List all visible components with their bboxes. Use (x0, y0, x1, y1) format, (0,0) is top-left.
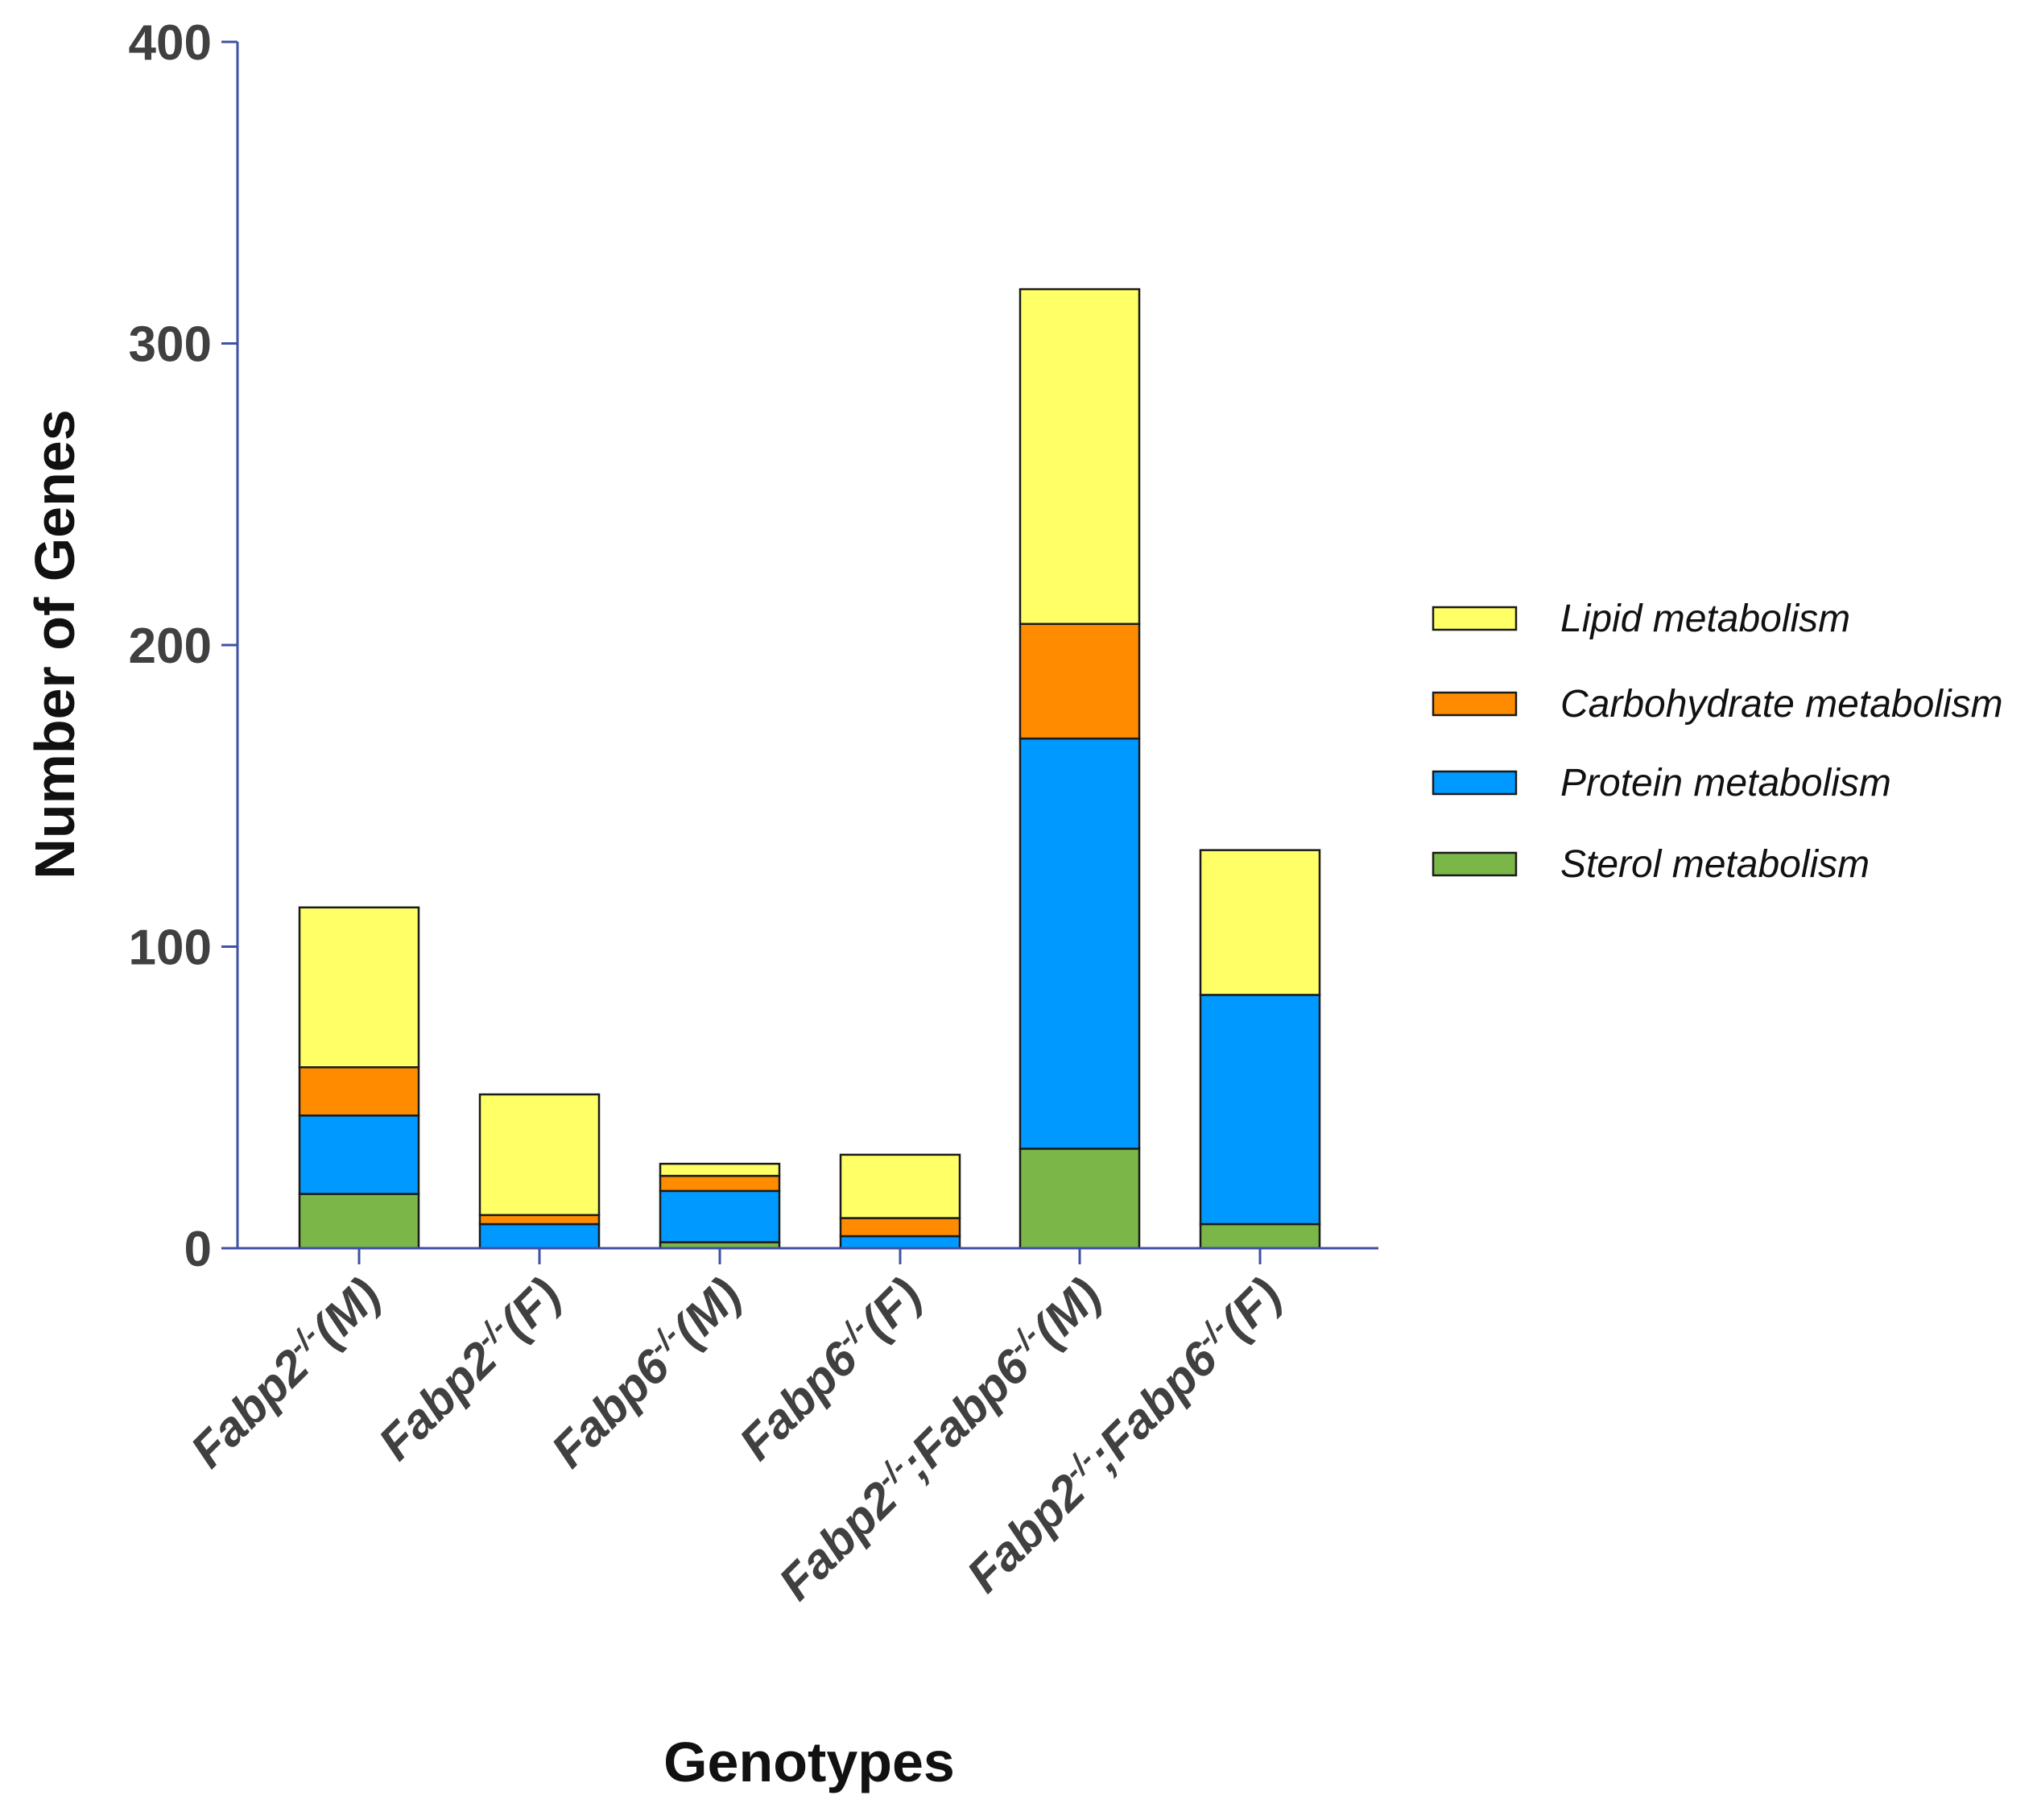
bar-segment-protein-metabolism-5 (1199, 994, 1321, 1226)
legend-swatch-carbohydrate-metabolism (1432, 691, 1518, 717)
legend-label: Sterol metabolism (1560, 843, 1870, 886)
legend-label: Protein metabolism (1560, 762, 1891, 805)
bar-segment-lipid-metabolism-5 (1199, 849, 1321, 996)
bar-segment-carbohydrate-metabolism-4 (1018, 623, 1141, 740)
legend-swatch-protein-metabolism (1432, 770, 1518, 796)
bar-segment-carbohydrate-metabolism-0 (298, 1066, 420, 1117)
x-axis-title: Genotypes (663, 1731, 955, 1793)
bar-segment-sterol-metabolism-5 (1199, 1222, 1321, 1250)
x-category-label: Fabp6-/-(M) (541, 1268, 751, 1478)
legend-swatch-sterol-metabolism (1432, 851, 1518, 877)
legend-label: Carbohydrate metabolism (1560, 683, 2003, 726)
bar-segment-sterol-metabolism-4 (1018, 1148, 1141, 1250)
y-tick-label: 200 (129, 618, 212, 674)
y-tick-label: 100 (129, 920, 212, 976)
bar-segment-protein-metabolism-4 (1018, 737, 1141, 1150)
bar-segment-lipid-metabolism-4 (1018, 287, 1141, 626)
bar-segment-carbohydrate-metabolism-2 (659, 1174, 781, 1193)
bar-segment-carbohydrate-metabolism-1 (478, 1214, 601, 1226)
bars-group (298, 287, 1321, 1250)
legend: Lipid metabolism Carbohydrate metabolism P… (1432, 598, 2003, 886)
bar-segment-sterol-metabolism-0 (298, 1193, 420, 1250)
x-category-label: Fabp2-/-;Fabp6-/-(F) (957, 1268, 1291, 1603)
y-tick-label: 400 (129, 15, 212, 71)
legend-swatch-lipid-metabolism (1432, 606, 1518, 631)
bar-segment-protein-metabolism-0 (298, 1114, 420, 1195)
bar-segment-protein-metabolism-2 (659, 1189, 781, 1243)
bar-segment-lipid-metabolism-1 (478, 1093, 601, 1217)
legend-label: Lipid metabolism (1560, 598, 1850, 640)
bar-segment-lipid-metabolism-3 (839, 1153, 961, 1219)
y-axis-title: Number of Genes (23, 409, 86, 879)
y-tick-label: 300 (129, 317, 212, 373)
bar-segment-protein-metabolism-3 (839, 1235, 961, 1250)
y-tick-label: 0 (184, 1222, 212, 1277)
bar-segment-carbohydrate-metabolism-3 (839, 1217, 961, 1238)
bar-segment-lipid-metabolism-0 (298, 906, 420, 1069)
bar-segment-lipid-metabolism-2 (659, 1162, 781, 1177)
bar-segment-protein-metabolism-1 (478, 1222, 601, 1250)
x-category-label: Fabp2-/-;Fabp6-/-(M) (768, 1268, 1111, 1611)
x-category-label: Fabp2-/-(M) (180, 1268, 390, 1478)
